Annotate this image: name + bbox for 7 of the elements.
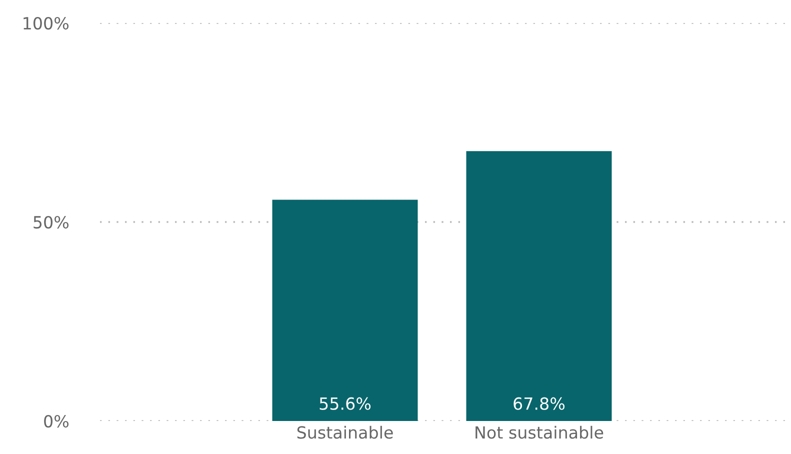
y-tick-label: 0% xyxy=(44,414,69,428)
data-label: 55.6% xyxy=(320,397,371,410)
data-label: 67.8% xyxy=(514,397,565,410)
y-tick-label: 100% xyxy=(24,16,69,30)
x-tick-label: Sustainable xyxy=(297,426,393,439)
x-tick-label: Not sustainable xyxy=(476,426,604,439)
y-tick-label: 50% xyxy=(34,216,69,229)
